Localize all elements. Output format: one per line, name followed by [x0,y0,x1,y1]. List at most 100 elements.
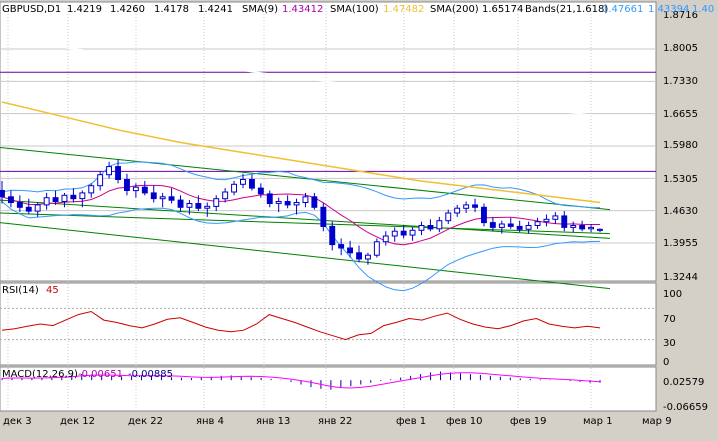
low-value: 1.4178 [154,4,189,15]
candle-body [543,218,550,223]
candle-body [266,193,273,204]
rsi-tick: 100 [663,289,682,300]
candle-body [275,201,282,204]
symbol-label: GBPUSD,D1 [2,4,61,15]
candle-body [302,196,309,204]
rsi-line [1,310,601,341]
candle-body [445,212,452,222]
sma9-label: SMA(9) [242,4,278,15]
sma100-label: SMA(100) [330,4,379,15]
candle-body [391,230,398,237]
candle-body [472,204,479,208]
high-value: 1.4260 [110,4,145,15]
candle-body [293,202,300,206]
candle-body [25,206,32,212]
candle-body [525,225,532,230]
bands-label: Bands(21,1.618) [525,4,608,15]
candle-body [16,202,23,208]
candle-body [561,215,568,228]
time-tick: янв 4 [196,416,224,427]
rsi-panel[interactable] [0,282,657,366]
time-tick: фев 1 [396,416,426,427]
candle-body [498,223,505,228]
band-lower-line [1,201,601,292]
price-tick: 1.4630 [663,206,698,217]
rsi-tick: 30 [663,338,676,349]
candle-body [597,228,603,231]
candle-body [418,225,425,231]
candle-body [195,203,202,209]
candle-body [52,197,59,202]
candle-body [88,185,95,194]
candle-body [516,225,523,230]
price-tick: 1.5980 [663,140,698,151]
candle-body [186,203,193,208]
price-tick: 1.3955 [663,238,698,249]
time-tick: фев 19 [510,416,547,427]
candle-body [0,190,5,198]
candle-body [240,179,246,185]
trend-channel[interactable] [0,146,611,290]
sma200-line [1,38,601,118]
bands-mid-value: 1.43394 [648,4,689,15]
candle-body [159,196,166,200]
candle-body [427,225,434,230]
rsi-tick: 0 [663,357,669,368]
price-panel[interactable] [0,1,657,282]
candle-body [97,174,104,187]
candle-body [249,179,255,189]
sma200-value: 1.65174 [482,4,523,15]
candle-body [213,198,220,207]
candle-body [338,244,345,249]
price-tick: 1.8716 [663,10,698,21]
candle-body [150,192,157,200]
candlestick-series [0,159,603,265]
rsi-tick: 70 [663,314,676,325]
macd-label: MACD(12,26,9) [2,369,78,380]
candle-body [570,225,577,228]
time-tick: дек 3 [3,416,32,427]
macd-axis: 0.02579 -0.06659 [663,377,708,413]
bands-upper-value: 1.47661 [602,4,643,15]
candle-body [409,229,416,236]
macd-tick: 0.02579 [663,377,704,388]
candle-body [373,241,380,256]
candle-body [552,215,559,220]
macd-panel[interactable] [0,366,657,412]
macd-tick: -0.06659 [663,402,708,413]
bands-lower-value: 1.40 [692,4,714,15]
candle-body [222,191,229,200]
candle-body [365,254,371,260]
time-tick: мар 1 [583,416,613,427]
candle-body [579,225,586,230]
candle-body [454,207,461,214]
sma200-label: SMA(200) [430,4,479,15]
macd-value1: -0.00651 [78,369,123,380]
trendline [0,222,611,290]
candle-body [8,196,14,204]
price-tick: 1.5305 [663,174,698,185]
candle-body [61,194,68,203]
macd-signal-line [1,372,601,389]
time-tick: дек 22 [128,416,163,427]
trendline [0,199,611,239]
candle-body [329,225,336,246]
price-tick: 1.8005 [663,43,698,54]
candle-body [382,235,389,243]
candle-body [284,201,291,206]
candle-body [257,187,264,195]
candle-body [400,230,407,236]
candle-body [463,204,470,209]
close-value: 1.4241 [198,4,233,15]
price-header: GBPUSD,D1 1.4219 1.4260 1.4178 1.4241 SM… [2,4,714,15]
sma9-value: 1.43412 [282,4,323,15]
time-tick: фев 10 [446,416,483,427]
candle-body [177,199,184,208]
sma100-value: 1.47482 [383,4,424,15]
time-tick: мар 9 [642,416,672,427]
candle-body [141,186,148,194]
candle-body [106,166,112,176]
rsi-series [0,307,656,341]
